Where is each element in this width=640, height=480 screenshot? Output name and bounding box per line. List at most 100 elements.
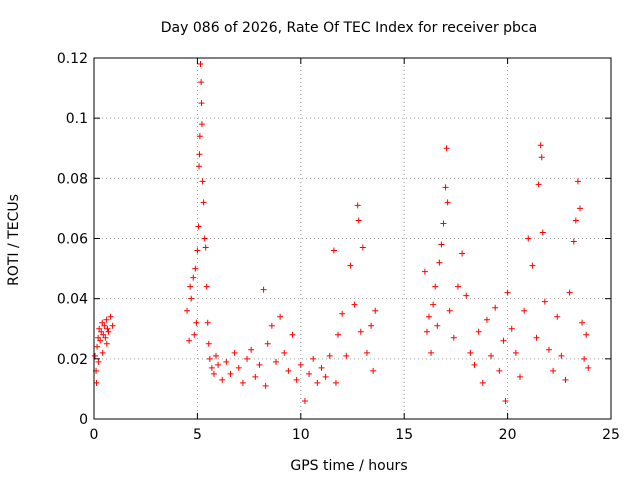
data-point: [372, 307, 379, 314]
data-point: [508, 325, 515, 332]
data-point: [244, 355, 251, 362]
data-point: [103, 340, 110, 347]
data-point: [339, 310, 346, 317]
data-point: [521, 307, 528, 314]
data-point: [483, 316, 490, 323]
x-tick-label: 15: [395, 427, 413, 443]
data-point: [213, 352, 220, 359]
data-point: [326, 352, 333, 359]
data-point: [434, 322, 441, 329]
data-point: [187, 283, 194, 290]
data-point: [208, 364, 215, 371]
data-point: [206, 355, 213, 362]
data-point: [370, 367, 377, 374]
data-point: [426, 313, 433, 320]
data-point: [322, 373, 329, 380]
data-point: [227, 370, 234, 377]
data-point: [186, 337, 193, 344]
data-point: [205, 340, 212, 347]
data-point: [463, 292, 470, 299]
data-point: [440, 220, 447, 227]
data-point: [194, 247, 201, 254]
data-point: [354, 202, 361, 209]
data-point: [198, 79, 205, 86]
data-point: [537, 142, 544, 149]
data-point: [529, 262, 536, 269]
data-point: [436, 259, 443, 266]
data-point: [430, 301, 437, 308]
data-point: [454, 283, 461, 290]
data-point: [196, 163, 203, 170]
data-point: [363, 349, 370, 356]
data-point: [492, 304, 499, 311]
data-point: [252, 373, 259, 380]
data-point: [281, 349, 288, 356]
data-point: [268, 322, 275, 329]
data-point: [96, 325, 103, 332]
data-point: [459, 250, 466, 257]
data-point: [98, 328, 105, 335]
data-point: [479, 379, 486, 386]
data-point: [301, 397, 308, 404]
data-point: [488, 352, 495, 359]
data-point: [446, 307, 453, 314]
data-point: [570, 238, 577, 245]
x-tick-label: 0: [90, 427, 99, 443]
data-point: [193, 319, 200, 326]
data-point: [196, 151, 203, 158]
data-point: [310, 355, 317, 362]
data-point: [355, 217, 362, 224]
data-point: [198, 100, 205, 107]
data-point: [198, 121, 205, 128]
data-point: [272, 358, 279, 365]
data-point: [99, 319, 106, 326]
data-point: [260, 286, 267, 293]
data-point: [256, 361, 263, 368]
data-point: [94, 343, 101, 350]
data-point: [204, 319, 211, 326]
data-point: [428, 349, 435, 356]
data-point: [562, 376, 569, 383]
data-point: [231, 349, 238, 356]
data-point: [432, 283, 439, 290]
data-point: [330, 247, 337, 254]
data-point: [535, 181, 542, 188]
data-point: [203, 283, 210, 290]
data-point: [235, 364, 242, 371]
data-point: [293, 376, 300, 383]
data-point: [533, 334, 540, 341]
data-point: [297, 361, 304, 368]
data-point: [201, 235, 208, 242]
data-point: [421, 268, 428, 275]
y-tick-label: 0.02: [57, 352, 88, 368]
data-point: [539, 229, 546, 236]
data-point: [438, 241, 445, 248]
data-point: [525, 235, 532, 242]
data-point: [219, 376, 226, 383]
data-points: [92, 61, 592, 404]
axis-ticks: 0 0.02 0.04 0.06 0.08 0.1 0.12 0 5 10 15 20 25: [57, 51, 620, 443]
data-point: [188, 295, 195, 302]
data-point: [574, 178, 581, 185]
data-point: [102, 334, 109, 341]
data-point: [442, 184, 449, 191]
data-point: [190, 274, 197, 281]
data-point: [517, 373, 524, 380]
y-tick-label: 0.08: [57, 171, 88, 187]
data-point: [95, 334, 102, 341]
data-point: [289, 331, 296, 338]
data-point: [471, 361, 478, 368]
data-point: [248, 346, 255, 353]
data-point: [550, 367, 557, 374]
data-point: [103, 316, 110, 323]
y-tick-label: 0.04: [57, 292, 88, 308]
data-point: [191, 331, 198, 338]
data-point: [572, 217, 579, 224]
data-point: [105, 328, 112, 335]
data-point: [467, 349, 474, 356]
data-point: [368, 322, 375, 329]
data-point: [215, 361, 222, 368]
data-point: [196, 133, 203, 140]
y-tick-label: 0.06: [57, 232, 88, 248]
